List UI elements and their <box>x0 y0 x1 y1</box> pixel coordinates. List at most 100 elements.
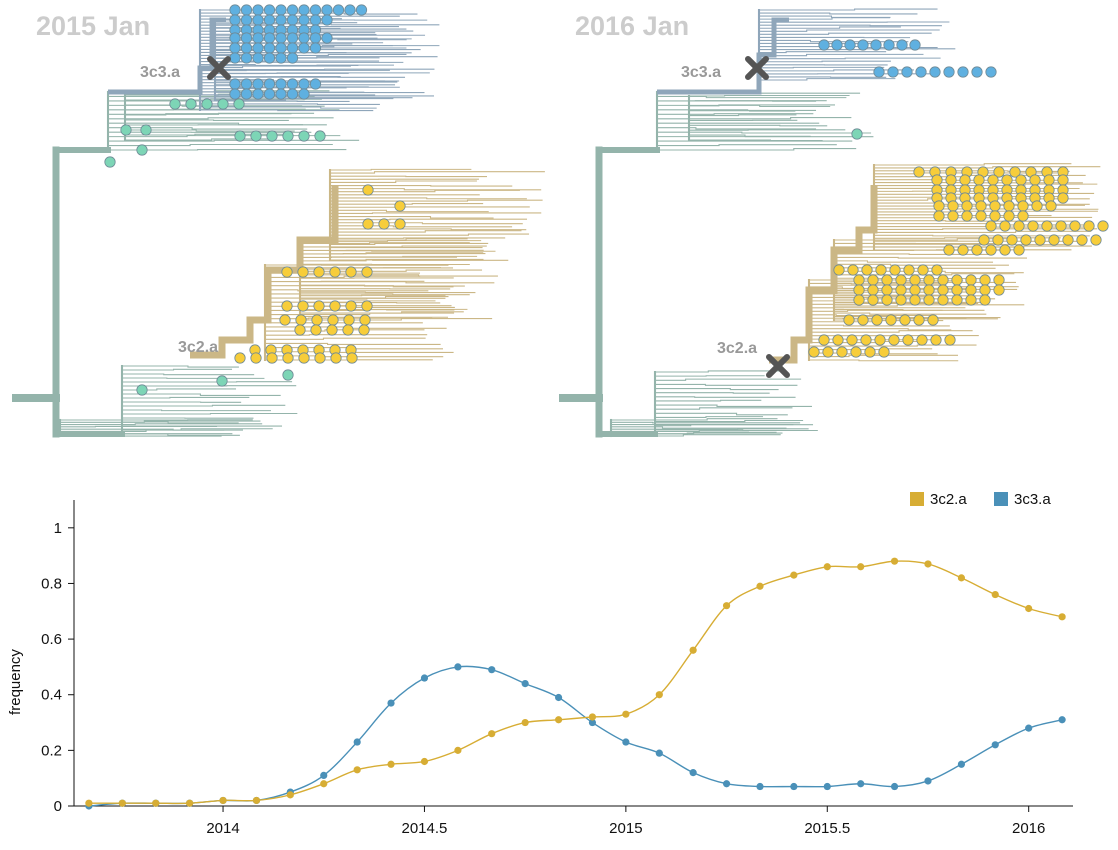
data-point-3c2a <box>857 563 865 571</box>
tree-tip <box>881 274 893 286</box>
tree-tip <box>362 184 374 196</box>
tree-tip <box>282 130 294 142</box>
tree-tip <box>831 39 843 51</box>
tree-tip <box>1062 234 1074 246</box>
series-line-3c2a <box>88 560 1063 805</box>
data-point-3c2a <box>1058 613 1066 621</box>
tree-tip <box>871 314 883 326</box>
tree-tip <box>229 32 241 44</box>
tree-tip <box>878 346 890 358</box>
tree-branch <box>122 409 271 412</box>
tree-tip <box>286 78 299 90</box>
chart-series <box>85 557 1066 810</box>
tree-tip <box>1006 234 1018 246</box>
tree-tip <box>1076 234 1088 246</box>
tree-tip <box>1090 234 1102 246</box>
tree-tip <box>1043 174 1055 186</box>
chart-axes: 0 0.2 0.4 0.6 0.8 1 2014 2014.5 2015 2015.5 2016 <box>41 500 1073 837</box>
tree-branch <box>265 296 449 299</box>
tree-branch <box>657 131 872 134</box>
tree-tip <box>861 264 873 276</box>
tree-tip <box>832 334 844 346</box>
tree-tip <box>233 98 245 110</box>
data-point-3c2a <box>722 602 731 610</box>
tree-tip <box>999 244 1011 256</box>
tree-tip <box>951 274 963 286</box>
tree-tip <box>929 66 941 78</box>
data-point-3c3a <box>1025 724 1033 732</box>
y-tick-label: 0 <box>54 798 62 815</box>
tree-tip <box>937 294 949 306</box>
tree-branch <box>330 202 484 205</box>
data-point-3c2a <box>252 796 261 805</box>
tree-tip <box>931 264 943 276</box>
tree-tips <box>808 39 1109 358</box>
tree-branch <box>108 17 226 95</box>
tree-tip <box>282 352 294 364</box>
tree-tip <box>850 346 862 358</box>
data-point-3c3a <box>991 741 999 749</box>
tree-tip <box>937 274 949 286</box>
tree-branch <box>300 281 495 284</box>
tree-branch <box>300 245 487 248</box>
tree-tip <box>873 66 885 78</box>
data-point-3c2a <box>118 799 126 807</box>
tree-tip <box>342 324 354 336</box>
tree-tip <box>978 234 990 246</box>
tree-tip <box>985 66 997 78</box>
tree-branch <box>655 412 788 416</box>
tree-tip <box>947 200 959 212</box>
tree-tip <box>957 244 969 256</box>
tree-branch <box>611 421 801 424</box>
tree-tip <box>104 156 116 168</box>
tree-branch <box>330 252 484 255</box>
tree-tip <box>951 294 963 306</box>
tree-tip <box>965 294 977 306</box>
tree-tip <box>263 14 276 26</box>
tree-branch <box>125 98 322 101</box>
tree-branch <box>330 199 543 202</box>
clade-label-3c2a: 3c2.a <box>178 339 218 356</box>
snapshot-title: 2016 Jan <box>575 11 689 41</box>
tree-branch <box>655 370 784 373</box>
tree-branch <box>300 284 465 287</box>
tree-tip <box>263 52 276 64</box>
tree-branch <box>122 393 281 396</box>
legend-swatch <box>994 492 1008 506</box>
tree-tip <box>902 334 914 346</box>
tree-tip <box>330 352 342 364</box>
tree-tip <box>874 334 886 346</box>
tree-branch <box>300 315 449 318</box>
data-point-3c2a <box>924 560 932 568</box>
tree-tip <box>870 39 882 51</box>
tree-branch <box>200 42 353 45</box>
tree-branches <box>12 8 545 438</box>
tree-branch <box>759 26 901 29</box>
data-point-3c3a <box>756 782 764 791</box>
tree-tip <box>927 314 939 326</box>
tree-tip <box>923 284 935 296</box>
tree-branch <box>759 60 891 63</box>
data-point-3c2a <box>488 730 496 738</box>
tree-tip <box>883 39 895 51</box>
tree-branch <box>657 147 857 151</box>
tree-tip <box>250 352 262 364</box>
tree-tip <box>846 334 858 346</box>
data-point-3c2a <box>454 746 462 754</box>
data-point-3c2a <box>790 571 798 579</box>
tree-tip <box>1013 220 1025 232</box>
data-point-3c3a <box>588 718 597 727</box>
tree-tip <box>867 284 879 296</box>
data-point-3c2a <box>1025 604 1033 613</box>
tree-tip <box>951 284 963 296</box>
clade-label-3c2a: 3c2.a <box>717 340 757 357</box>
tree-tip <box>229 52 241 64</box>
tree-tip <box>286 4 299 16</box>
tree-tip <box>252 88 264 100</box>
tree-branch <box>330 212 542 214</box>
tree-branch <box>769 185 878 364</box>
tree-branch <box>809 359 959 362</box>
tree-tip <box>240 78 253 90</box>
tree-tip <box>851 128 863 140</box>
tree-tip <box>971 244 983 256</box>
